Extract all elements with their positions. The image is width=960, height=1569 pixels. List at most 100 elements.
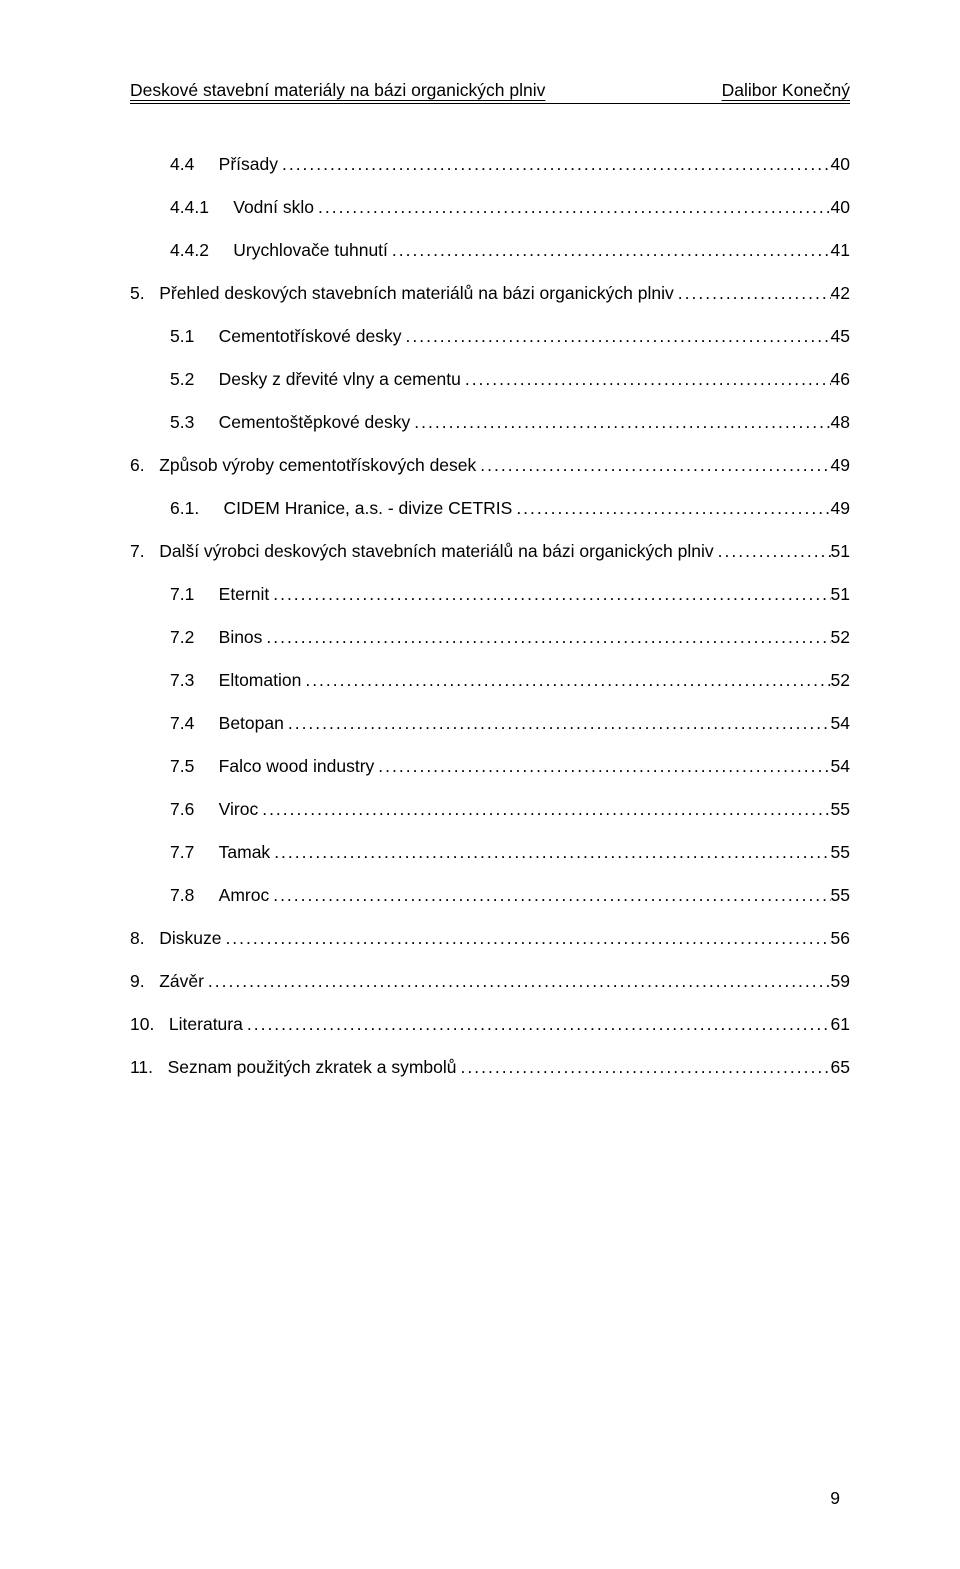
toc-label: Diskuze (159, 928, 221, 949)
toc-label: Betopan (219, 713, 284, 734)
toc-row: 7. Další výrobci deskových stavebních ma… (130, 541, 850, 562)
toc-page: 55 (831, 842, 850, 863)
toc-leader-dots (476, 455, 830, 476)
toc-num: 7.1 (170, 584, 219, 605)
toc-label: Binos (219, 627, 263, 648)
toc-row: 7.7 Tamak 55 (130, 842, 850, 863)
toc-leader-dots (301, 670, 830, 691)
toc-row: 7.3 Eltomation 52 (130, 670, 850, 691)
toc-label: Závěr (159, 971, 204, 992)
toc-num: 4.4.1 (170, 197, 233, 218)
toc-page: 41 (831, 240, 850, 261)
toc-num: 7.7 (170, 842, 219, 863)
toc-num: 5.2 (170, 369, 219, 390)
toc-label: Amroc (219, 885, 270, 906)
toc-num: 11. (130, 1057, 168, 1078)
toc-num: 5.3 (170, 412, 219, 433)
toc-num: 8. (130, 928, 159, 949)
toc-row: 8. Diskuze 56 (130, 928, 850, 949)
toc-label: Způsob výroby cementotřískových desek (159, 455, 476, 476)
toc-label: Literatura (169, 1014, 243, 1035)
toc-num: 7.4 (170, 713, 219, 734)
toc-leader-dots (270, 842, 830, 863)
toc-row: 7.1 Eternit 51 (130, 584, 850, 605)
toc-leader-dots (278, 154, 831, 175)
toc-page: 61 (831, 1014, 850, 1035)
toc-label: Viroc (219, 799, 259, 820)
toc-leader-dots (374, 756, 830, 777)
toc-page: 54 (831, 713, 850, 734)
toc-num: 7.5 (170, 756, 219, 777)
toc-num: 6. (130, 455, 159, 476)
toc-page: 45 (831, 326, 850, 347)
toc-page: 48 (831, 412, 850, 433)
toc-row: 10. Literatura 61 (130, 1014, 850, 1035)
page-header: Deskové stavební materiály na bázi organ… (130, 80, 850, 104)
toc-leader-dots (714, 541, 831, 562)
toc-label: CIDEM Hranice, a.s. - divize CETRIS (224, 498, 513, 519)
toc-num: 7.2 (170, 627, 219, 648)
toc-page: 49 (831, 498, 850, 519)
toc-leader-dots (402, 326, 831, 347)
toc-row: 5.1 Cementotřískové desky45 (130, 326, 850, 347)
toc-label: Vodní sklo (233, 197, 314, 218)
toc-page: 55 (831, 885, 850, 906)
toc-leader-dots (258, 799, 830, 820)
toc-num: 4.4 (170, 154, 219, 175)
toc-page: 51 (831, 541, 850, 562)
toc-leader-dots (262, 627, 830, 648)
toc-row: 4.4 Přísady40 (130, 154, 850, 175)
toc-leader-dots (204, 971, 831, 992)
toc-label: Další výrobci deskových stavebních mater… (159, 541, 713, 562)
toc-leader-dots (314, 197, 831, 218)
toc-leader-dots (512, 498, 830, 519)
toc-leader-dots (674, 283, 831, 304)
toc-label: Tamak (219, 842, 271, 863)
toc-leader-dots (269, 584, 830, 605)
toc-leader-dots (410, 412, 830, 433)
toc-label: Seznam použitých zkratek a symbolů (168, 1057, 457, 1078)
toc-row: 4.4.1 Vodní sklo 40 (130, 197, 850, 218)
toc-row: 5.2 Desky z dřevité vlny a cementu46 (130, 369, 850, 390)
toc-row: 7.5 Falco wood industry 54 (130, 756, 850, 777)
toc-label: Eltomation (219, 670, 302, 691)
toc-row: 6. Způsob výroby cementotřískových desek… (130, 455, 850, 476)
toc-page: 42 (831, 283, 850, 304)
toc-num: 7.8 (170, 885, 219, 906)
toc-num: 5. (130, 283, 159, 304)
toc-leader-dots (243, 1014, 831, 1035)
toc-row: 11. Seznam použitých zkratek a symbolů65 (130, 1057, 850, 1078)
toc-leader-dots (221, 928, 830, 949)
toc-leader-dots (457, 1057, 831, 1078)
toc-num: 7.6 (170, 799, 219, 820)
toc-leader-dots (269, 885, 830, 906)
toc-num: 7. (130, 541, 159, 562)
toc-label: Přehled deskových stavebních materiálů n… (159, 283, 674, 304)
toc-page: 55 (831, 799, 850, 820)
toc-leader-dots (461, 369, 831, 390)
toc-row: 7.6 Viroc 55 (130, 799, 850, 820)
toc-label: Desky z dřevité vlny a cementu (219, 369, 461, 390)
toc-label: Falco wood industry (219, 756, 375, 777)
toc-label: Eternit (219, 584, 270, 605)
toc-label: Urychlovače tuhnutí (233, 240, 388, 261)
toc-num: 10. (130, 1014, 169, 1035)
toc-page: 54 (831, 756, 850, 777)
toc-num: 9. (130, 971, 159, 992)
toc-row: 9. Závěr59 (130, 971, 850, 992)
toc-row: 5. Přehled deskových stavebních materiál… (130, 283, 850, 304)
toc-num: 5.1 (170, 326, 219, 347)
toc-num: 7.3 (170, 670, 219, 691)
toc-num: 6.1. (170, 498, 224, 519)
toc-page: 40 (831, 197, 850, 218)
toc-page: 56 (831, 928, 850, 949)
toc-row: 7.2 Binos52 (130, 627, 850, 648)
toc-page: 49 (831, 455, 850, 476)
toc-row: 6.1. CIDEM Hranice, a.s. - divize CETRIS… (130, 498, 850, 519)
toc-leader-dots (388, 240, 831, 261)
toc-label: Přísady (219, 154, 278, 175)
page-number: 9 (830, 1488, 840, 1509)
toc-row: 4.4.2 Urychlovače tuhnutí41 (130, 240, 850, 261)
toc-page: 51 (831, 584, 850, 605)
toc-page: 52 (831, 670, 850, 691)
